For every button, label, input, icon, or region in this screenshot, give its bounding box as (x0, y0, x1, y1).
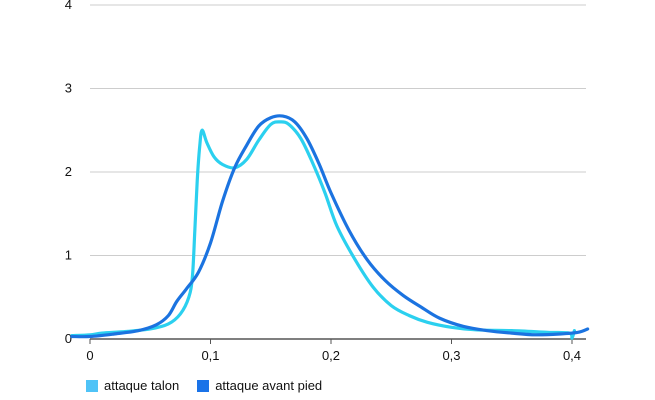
y-tick-label: 1 (65, 248, 72, 263)
y-tick-label: 0 (65, 331, 72, 346)
series-line-attaque-talon (70, 120, 577, 340)
grid-lines (89, 4, 586, 344)
y-axis-tick-labels: 0 1 2 3 4 (65, 0, 72, 346)
legend-item-attaque-talon[interactable]: attaque talon (86, 378, 179, 393)
y-tick-label: 4 (65, 0, 72, 12)
legend-swatch-attaque-talon (86, 379, 98, 392)
series-lines (70, 114, 590, 340)
legend-item-attaque-avant-pied[interactable]: attaque avant pied (197, 378, 322, 393)
legend-label-attaque-avant-pied: attaque avant pied (215, 378, 323, 393)
y-tick-label: 2 (65, 164, 72, 179)
legend-label-attaque-talon: attaque talon (104, 378, 180, 393)
x-tick-label: 0,2 (322, 348, 340, 363)
y-tick-label: 3 (65, 81, 72, 96)
x-tick-label: 0,1 (201, 348, 219, 363)
series-line-attaque-avant-pied (70, 114, 590, 339)
x-axis-tick-labels: 0 0,1 0,2 0,3 0,4 (86, 348, 581, 363)
x-tick-label: 0 (86, 348, 93, 363)
legend-swatch-attaque-avant-pied (197, 379, 210, 392)
x-tick-label: 0,3 (442, 348, 460, 363)
legend: attaque talon attaque avant pied (86, 378, 322, 393)
x-tick-label: 0,4 (563, 348, 581, 363)
